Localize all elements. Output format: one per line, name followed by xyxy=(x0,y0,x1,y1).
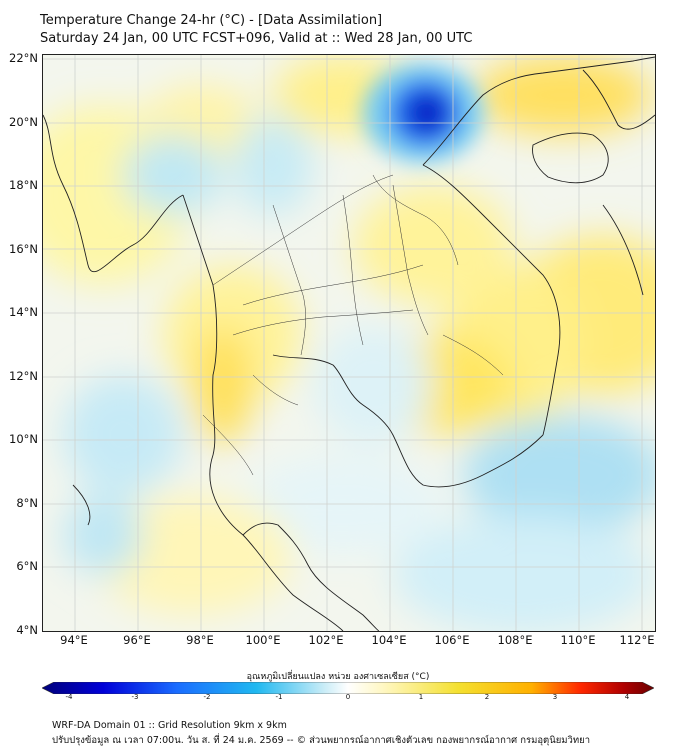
lat-label: 22°N xyxy=(9,51,38,65)
lon-label: 110°E xyxy=(560,633,596,647)
colorbar-tick: 4 xyxy=(624,693,630,701)
colorbar-tick: 0 xyxy=(345,693,351,701)
lon-label: 98°E xyxy=(186,633,214,647)
colorbar-tick: -2 xyxy=(203,693,211,701)
lat-label: 6°N xyxy=(16,559,38,573)
colorbar-tick: 2 xyxy=(484,693,490,701)
title-line-1: Temperature Change 24-hr (°C) - [Data As… xyxy=(40,13,383,28)
colorbar-tick: 3 xyxy=(552,693,558,701)
lon-label: 108°E xyxy=(497,633,533,647)
temperature-field xyxy=(43,55,655,631)
lat-label: 16°N xyxy=(9,242,38,256)
footer-line-1: WRF-DA Domain 01 :: Grid Resolution 9km … xyxy=(52,720,287,731)
temperature-change-map xyxy=(42,54,656,632)
cold-anomaly xyxy=(363,63,483,163)
colorbar-tick: -1 xyxy=(275,693,283,701)
title-line-2: Saturday 24 Jan, 00 UTC FCST+096, Valid … xyxy=(40,31,473,46)
lon-label: 96°E xyxy=(123,633,151,647)
lat-label: 8°N xyxy=(16,496,38,510)
colorbar-tick: -4 xyxy=(65,693,73,701)
lon-label: 112°E xyxy=(619,633,655,647)
lat-label: 4°N xyxy=(16,623,38,637)
colorbar-tick: -3 xyxy=(131,693,139,701)
lat-label: 20°N xyxy=(9,115,38,129)
lat-label: 14°N xyxy=(9,305,38,319)
colorbar-title: อุณหภูมิเปลี่ยนแปลง หน่วย องศาเซลเซียส (… xyxy=(246,672,430,682)
graticule xyxy=(43,55,655,631)
lat-label: 10°N xyxy=(9,432,38,446)
province-borders xyxy=(202,174,504,476)
lon-label: 100°E xyxy=(245,633,281,647)
footer-line-2: ปรับปรุงข้อมูล ณ เวลา 07:00น. วัน ส. ที่… xyxy=(52,735,591,746)
lon-label: 94°E xyxy=(60,633,88,647)
map-canvas xyxy=(43,55,655,631)
lon-label: 102°E xyxy=(308,633,344,647)
colorbar xyxy=(41,679,655,705)
map-title: Temperature Change 24-hr (°C) - [Data As… xyxy=(40,12,472,48)
colorbar-tick: 1 xyxy=(418,693,424,701)
lat-label: 12°N xyxy=(9,369,38,383)
lon-label: 106°E xyxy=(434,633,470,647)
lon-label: 104°E xyxy=(371,633,407,647)
lat-label: 18°N xyxy=(9,178,38,192)
